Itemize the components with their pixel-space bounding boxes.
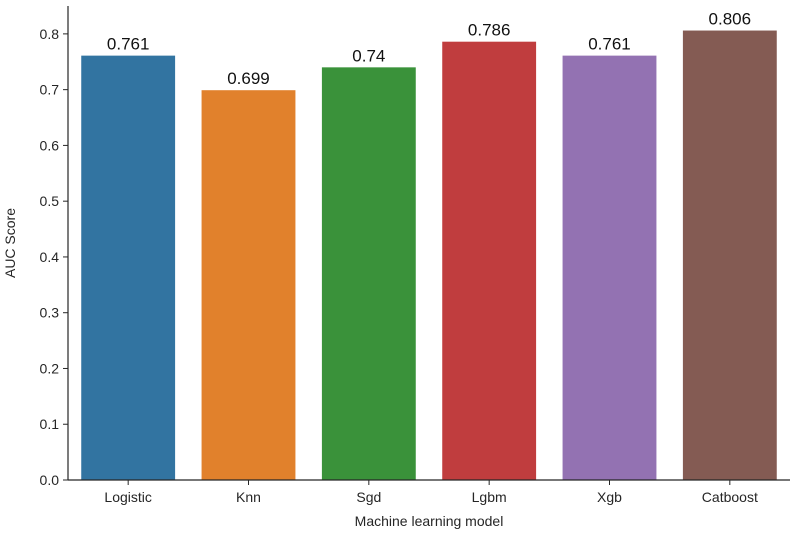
x-tick-label-lgbm: Lgbm xyxy=(472,489,507,505)
bar-logistic xyxy=(81,55,176,480)
value-label-sgd: 0.74 xyxy=(352,46,385,65)
x-ticks-layer: Logistic Knn Sgd Lgbm Xgb Catboost xyxy=(104,480,758,505)
value-label-xgb: 0.761 xyxy=(588,35,631,54)
y-ticks-layer: 0.0 0.1 0.2 0.3 0.4 0.5 0.6 0.7 0.8 xyxy=(40,26,68,488)
x-tick-label-knn: Knn xyxy=(236,489,261,505)
x-tick-label-sgd: Sgd xyxy=(356,489,381,505)
y-tick-label: 0.5 xyxy=(40,193,60,209)
value-label-knn: 0.699 xyxy=(227,69,270,88)
y-tick-label: 0.1 xyxy=(40,416,60,432)
bar-sgd xyxy=(321,67,416,480)
y-tick-label: 0.0 xyxy=(40,472,60,488)
value-label-catboost: 0.806 xyxy=(709,10,752,29)
x-tick-label-logistic: Logistic xyxy=(104,489,151,505)
y-tick-label: 0.6 xyxy=(40,137,60,153)
bars-layer xyxy=(81,30,777,480)
y-tick-label: 0.8 xyxy=(40,26,60,42)
bar-catboost xyxy=(682,30,777,480)
bar-knn xyxy=(201,90,296,480)
value-label-lgbm: 0.786 xyxy=(468,21,511,40)
x-tick-label-xgb: Xgb xyxy=(597,489,622,505)
y-axis-title: AUC Score xyxy=(2,208,18,278)
value-label-logistic: 0.761 xyxy=(107,35,150,54)
y-tick-label: 0.4 xyxy=(40,249,60,265)
bar-xgb xyxy=(562,55,657,480)
y-tick-label: 0.3 xyxy=(40,305,60,321)
y-tick-label: 0.7 xyxy=(40,82,60,98)
x-axis-title: Machine learning model xyxy=(355,513,504,529)
y-tick-label: 0.2 xyxy=(40,360,60,376)
x-tick-label-catboost: Catboost xyxy=(702,489,758,505)
value-labels-layer: 0.761 0.699 0.74 0.786 0.761 0.806 xyxy=(107,10,751,89)
bar-lgbm xyxy=(442,41,537,480)
